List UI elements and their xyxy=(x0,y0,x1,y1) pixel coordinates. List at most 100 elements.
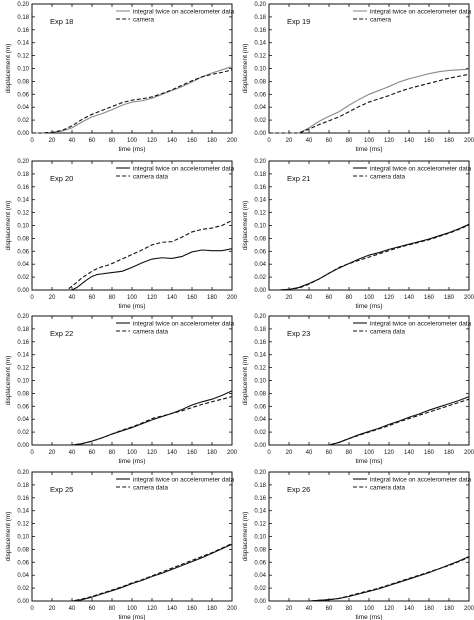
y-axis-label: displacement (m) xyxy=(5,44,12,94)
x-tick-label: 120 xyxy=(384,606,395,612)
series-line-2 xyxy=(32,69,233,134)
y-tick-label: 0.12 xyxy=(254,211,266,217)
y-tick-label: 0.02 xyxy=(17,275,29,281)
panel-label: Exp 23 xyxy=(287,329,310,338)
x-tick-label: 160 xyxy=(424,606,435,612)
x-tick-label: 160 xyxy=(187,295,198,301)
y-tick-label: 0.20 xyxy=(254,314,266,320)
y-axis-label: displacement (m) xyxy=(242,44,249,94)
x-tick-label: 200 xyxy=(227,295,238,301)
x-tick-label: 0 xyxy=(30,295,34,301)
x-tick-label: 120 xyxy=(384,450,395,456)
y-tick-label: 0.02 xyxy=(17,586,29,592)
x-tick-label: 20 xyxy=(286,138,293,144)
x-tick-label: 80 xyxy=(109,138,116,144)
chart-panel-7: 0.00 0.02 0.04 0.06 0.08 0.10 0.12 0.14 0.16 0.18… xyxy=(5,470,238,620)
panel-label: Exp 21 xyxy=(287,174,310,183)
x-tick-label: 60 xyxy=(326,450,333,456)
chart-panel-5: 0.00 0.02 0.04 0.06 0.08 0.10 0.12 0.14 0.16 0.18… xyxy=(5,314,238,465)
x-tick-label: 180 xyxy=(444,606,455,612)
x-tick-label: 60 xyxy=(326,138,333,144)
x-tick-label: 160 xyxy=(424,138,435,144)
x-tick-label: 100 xyxy=(364,606,375,612)
x-tick-label: 200 xyxy=(227,450,238,456)
y-axis-label: displacement (m) xyxy=(242,356,249,406)
y-tick-label: 0.10 xyxy=(17,224,29,230)
y-tick-label: 0.00 xyxy=(17,443,29,449)
y-tick-label: 0.02 xyxy=(254,118,266,124)
panel-label: Exp 20 xyxy=(50,174,73,183)
y-tick-label: 0.08 xyxy=(254,547,266,553)
y-tick-label: 0.12 xyxy=(17,54,29,60)
y-tick-label: 0.12 xyxy=(254,366,266,372)
y-tick-label: 0.16 xyxy=(17,185,29,191)
chart-panel-1: 0.00 0.02 0.04 0.06 0.08 0.10 0.12 0.14 0.16 0.18… xyxy=(5,2,238,153)
x-axis-label: time (ms) xyxy=(355,303,382,310)
y-tick-label: 0.08 xyxy=(254,236,266,242)
y-tick-label: 0.06 xyxy=(254,560,266,566)
x-tick-label: 80 xyxy=(346,450,353,456)
y-tick-label: 0.18 xyxy=(17,327,29,333)
x-tick-label: 120 xyxy=(147,138,158,144)
legend-entry: integral twice on accelerometer data xyxy=(133,165,235,172)
x-tick-label: 20 xyxy=(49,606,56,612)
y-tick-label: 0.14 xyxy=(254,41,266,47)
series-line-2 xyxy=(269,398,470,446)
y-tick-label: 0.04 xyxy=(254,573,266,579)
y-tick-label: 0.10 xyxy=(17,379,29,385)
legend-entry: integral twice on accelerometer data xyxy=(133,320,235,327)
y-tick-label: 0.04 xyxy=(17,105,29,111)
x-tick-label: 40 xyxy=(306,295,313,301)
x-axis-label: time (ms) xyxy=(118,303,145,310)
panel-label: Exp 18 xyxy=(50,17,73,26)
x-axis-label: time (ms) xyxy=(355,146,382,153)
y-tick-label: 0.06 xyxy=(254,92,266,98)
y-tick-label: 0.02 xyxy=(254,275,266,281)
legend-entry: camera data xyxy=(370,484,405,491)
x-axis-label: time (ms) xyxy=(118,614,145,620)
series-line-1 xyxy=(32,390,233,446)
x-tick-label: 140 xyxy=(404,138,415,144)
x-tick-label: 140 xyxy=(167,138,178,144)
y-tick-label: 0.20 xyxy=(254,2,266,8)
y-tick-label: 0.12 xyxy=(17,522,29,528)
y-tick-label: 0.04 xyxy=(254,262,266,268)
y-tick-label: 0.12 xyxy=(254,522,266,528)
y-tick-label: 0.06 xyxy=(17,92,29,98)
y-tick-label: 0.18 xyxy=(17,15,29,21)
x-tick-label: 60 xyxy=(89,606,96,612)
series-line-1 xyxy=(269,396,470,446)
y-tick-label: 0.06 xyxy=(254,249,266,255)
x-tick-label: 180 xyxy=(207,295,218,301)
x-tick-label: 140 xyxy=(167,295,178,301)
chart-panel-3: 0.00 0.02 0.04 0.06 0.08 0.10 0.12 0.14 0.16 0.18… xyxy=(5,159,238,310)
x-tick-label: 180 xyxy=(444,138,455,144)
x-tick-label: 120 xyxy=(384,295,395,301)
y-tick-label: 0.18 xyxy=(254,483,266,489)
y-tick-label: 0.16 xyxy=(17,496,29,502)
x-tick-label: 200 xyxy=(227,606,238,612)
y-tick-label: 0.20 xyxy=(17,314,29,320)
x-tick-label: 160 xyxy=(424,295,435,301)
x-tick-label: 120 xyxy=(147,295,158,301)
x-tick-label: 140 xyxy=(404,450,415,456)
y-tick-label: 0.08 xyxy=(17,547,29,553)
y-tick-label: 0.10 xyxy=(17,67,29,73)
x-tick-label: 0 xyxy=(30,606,34,612)
series-line-2 xyxy=(32,396,233,446)
x-tick-label: 40 xyxy=(306,606,313,612)
x-tick-label: 0 xyxy=(267,450,271,456)
legend-entry: camera xyxy=(370,16,391,23)
y-tick-label: 0.14 xyxy=(17,198,29,204)
y-tick-label: 0.18 xyxy=(254,172,266,178)
y-tick-label: 0.10 xyxy=(254,535,266,541)
series-line-2 xyxy=(269,556,470,602)
x-axis-label: time (ms) xyxy=(355,458,382,465)
y-tick-label: 0.14 xyxy=(17,41,29,47)
y-tick-label: 0.18 xyxy=(254,327,266,333)
panel-label: Exp 22 xyxy=(50,329,73,338)
y-tick-label: 0.04 xyxy=(254,417,266,423)
x-tick-label: 100 xyxy=(364,138,375,144)
y-tick-label: 0.04 xyxy=(254,105,266,111)
chart-panel-4: 0.00 0.02 0.04 0.06 0.08 0.10 0.12 0.14 0.16 0.18… xyxy=(242,159,474,310)
